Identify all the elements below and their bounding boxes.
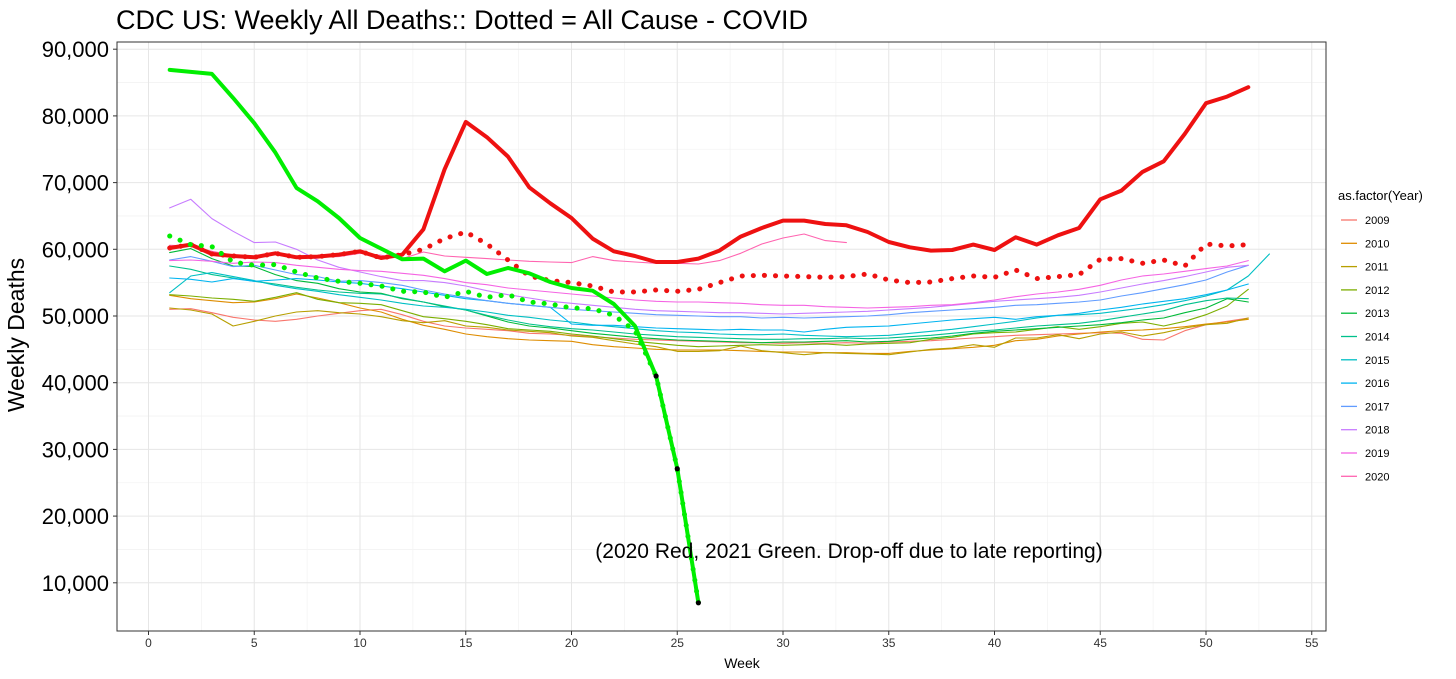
x-tick-label: 20 — [565, 636, 579, 650]
y-tick-label: 50,000 — [42, 304, 109, 329]
y-axis-label: Weekly Deaths — [3, 258, 29, 412]
legend-label: 2018 — [1365, 425, 1389, 437]
data-point-marker — [695, 600, 702, 606]
endpoint-markers — [653, 373, 702, 606]
legend-label: 2010 — [1365, 238, 1389, 250]
series-line-2019 — [169, 259, 1249, 309]
chart-annotation: (2020 Red, 2021 Green. Drop-off due to l… — [595, 540, 1102, 563]
x-tick-label: 50 — [1199, 636, 1213, 650]
y-tick-label: 70,000 — [42, 171, 109, 196]
series-line-2009 — [169, 308, 1249, 344]
plot-panel — [117, 42, 1326, 631]
data-point-marker — [653, 373, 659, 379]
x-tick-label: 5 — [251, 636, 258, 650]
legend-title: as.factor(Year) — [1338, 188, 1423, 203]
x-tick-label: 25 — [671, 636, 685, 650]
x-tick-label: 15 — [459, 636, 473, 650]
x-tick-label: 45 — [1094, 636, 1108, 650]
legend-label: 2016 — [1365, 378, 1389, 390]
legend-label: 2011 — [1365, 262, 1389, 274]
legend-label: 2014 — [1365, 332, 1389, 344]
data-point-marker — [674, 466, 680, 472]
series-line-2021-total — [167, 67, 701, 605]
y-tick-label: 90,000 — [42, 37, 109, 62]
y-tick-label: 40,000 — [42, 371, 109, 396]
series-lines — [167, 67, 1270, 606]
x-axis: 0 5 10 15 20 25 30 35 40 45 50 55 — [145, 631, 1319, 650]
series-line-2012 — [169, 288, 1249, 348]
x-axis-label: Week — [724, 655, 761, 671]
series-line-2014 — [169, 265, 1249, 340]
legend-label: 2020 — [1365, 471, 1389, 483]
x-tick-label: 30 — [776, 636, 790, 650]
x-tick-label: 10 — [353, 636, 367, 650]
legend-label: 2012 — [1365, 285, 1389, 297]
y-tick-label: 80,000 — [42, 104, 109, 129]
series-line-2020-total — [167, 85, 1251, 264]
legend-label: 2009 — [1365, 215, 1389, 227]
series-line-2015 — [169, 253, 1270, 338]
x-tick-label: 55 — [1305, 636, 1319, 650]
x-tick-label: 35 — [882, 636, 896, 650]
minor-gridlines — [117, 42, 1326, 631]
x-tick-label: 40 — [988, 636, 1002, 650]
plot-area: (2020 Red, 2021 Green. Drop-off due to l… — [116, 41, 1327, 632]
plot-border — [116, 41, 1327, 632]
legend-label: 2019 — [1365, 448, 1389, 460]
legend-label: 2015 — [1365, 355, 1389, 367]
series-line-2021-excl-covid — [167, 233, 701, 606]
x-tick-label: 0 — [145, 636, 152, 650]
y-tick-label: 10,000 — [42, 571, 109, 596]
legend-items: 2009 2010 2011 2012 2013 2014 2015 2016 2017 2018… — [1341, 215, 1389, 483]
series-line-2020-excl-covid — [167, 229, 1251, 295]
legend-label: 2013 — [1365, 308, 1389, 320]
y-axis: 10,000 20,000 30,000 40,000 50,000 60,000 70,0… — [42, 37, 117, 596]
series-line-2013 — [169, 248, 1249, 344]
legend-label: 2017 — [1365, 401, 1389, 413]
y-tick-label: 20,000 — [42, 504, 109, 529]
y-tick-label: 30,000 — [42, 437, 109, 462]
legend: as.factor(Year) 2009 2010 2011 2012 2013 2014… — [1338, 188, 1423, 483]
y-tick-label: 60,000 — [42, 237, 109, 262]
series-line-2011 — [169, 307, 1249, 356]
series-line-2010 — [169, 293, 1249, 354]
chart-title: CDC US: Weekly All Deaths:: Dotted = All… — [116, 5, 808, 35]
